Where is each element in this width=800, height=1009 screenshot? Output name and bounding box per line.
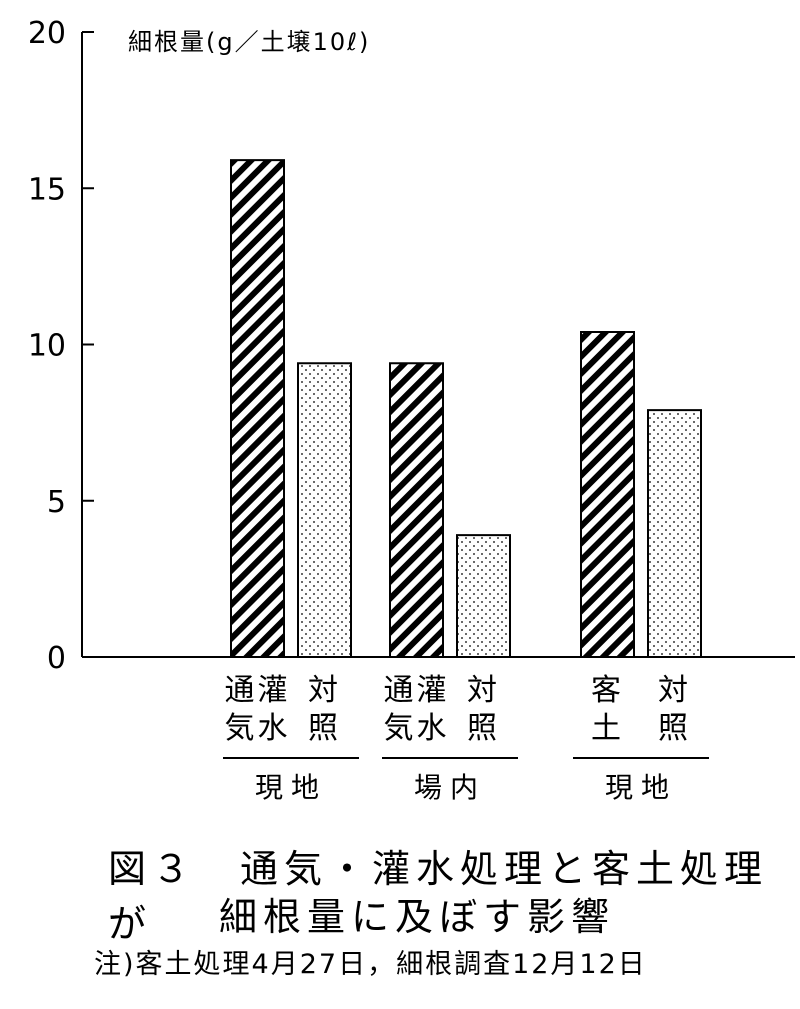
category-label: 通灌 [384,673,450,708]
y-tick-label: 10 [28,329,66,364]
bar [230,159,285,658]
figure-caption-line2: 細根量に及ぼす影響 [219,895,616,939]
figure-note: 注)客土処理4月27日，細根調査12月12日 [94,949,647,980]
category-label: 対 [467,673,500,708]
bar [647,409,702,658]
bar [389,362,444,658]
category-label: 対 [658,673,691,708]
group-label: 場内 [413,771,486,804]
bars [230,159,702,658]
figure-caption-line1: 図３ 通気・灌水処理と客土処理が [108,847,769,946]
group-label: 現地 [254,771,327,804]
bar [297,362,352,658]
bar [580,331,635,658]
y-tick-label: 15 [28,172,66,207]
y-tick-label: 0 [47,641,66,676]
y-tick-label: 5 [47,485,66,520]
y-ticks: 0 5 10 15 20 [28,16,94,676]
y-tick-label: 20 [28,16,66,51]
category-label: 気水 [384,711,450,746]
category-label: 照 [467,711,500,746]
category-label: 通灌 [225,673,291,708]
group-label: 現地 [604,771,677,804]
category-label: 照 [308,711,341,746]
category-label: 照 [658,711,691,746]
category-label: 対 [308,673,341,708]
y-axis-label: 細根量(g／土壌10ℓ) [128,28,371,56]
bar [456,534,511,658]
category-label: 気水 [225,711,291,746]
category-label: 客 [591,673,624,708]
category-label: 土 [591,711,624,746]
